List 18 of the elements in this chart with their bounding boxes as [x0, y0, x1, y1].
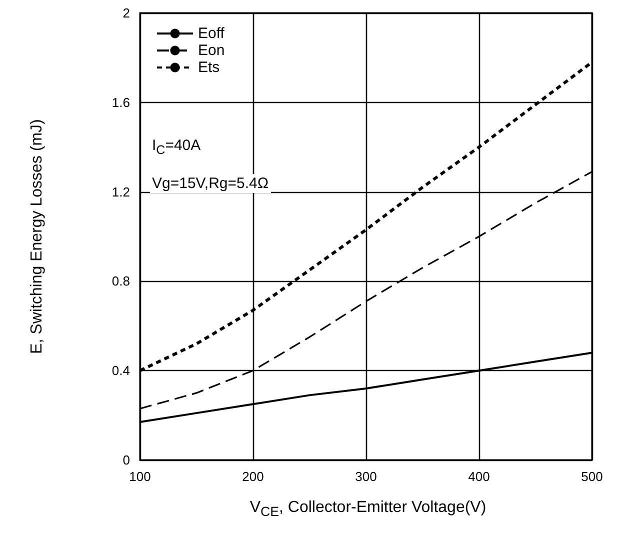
y-tick-label: 0 [122, 452, 130, 468]
x-tick-label: 400 [468, 469, 490, 484]
x-tick-label: 500 [581, 469, 603, 484]
legend-label: Eon [198, 42, 225, 59]
legend-label: Eoff [198, 25, 226, 42]
x-tick-label: 200 [242, 469, 264, 484]
y-tick-label: 0.4 [112, 363, 130, 378]
legend-label: Ets [198, 59, 220, 76]
y-tick-label: 0.8 [112, 274, 130, 289]
y-tick-label: 2 [122, 6, 130, 20]
annotation: Vg=15V,Rg=5.4Ω [150, 174, 271, 193]
y-tick-label: 1.2 [112, 184, 130, 200]
y-tick-label: 1.6 [112, 94, 130, 110]
x-axis-title: V$_{CE}$, Collector-Emitter Voltage(V) [248, 498, 488, 520]
y-axis-title: E, Switching Energy Losses (mJ) [28, 119, 46, 354]
x-tick-label: 300 [355, 469, 377, 484]
annotation: I$_{C}$=40A [150, 136, 203, 158]
x-tick-label: 100 [129, 469, 151, 484]
